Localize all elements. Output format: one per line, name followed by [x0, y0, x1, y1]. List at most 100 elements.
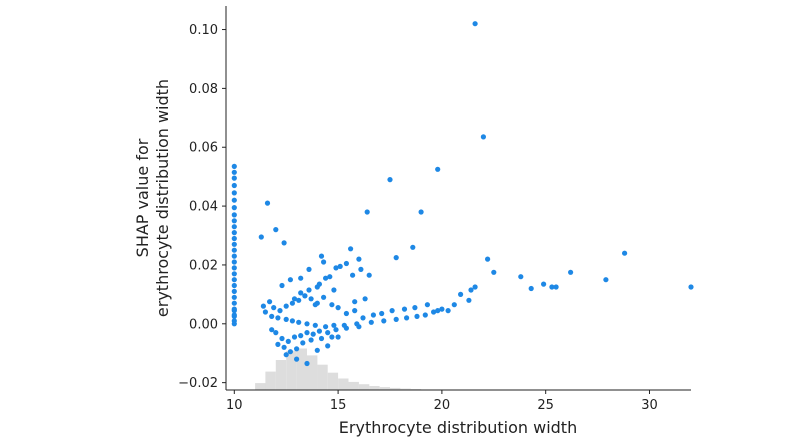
data-point [287, 277, 293, 283]
data-point [314, 347, 320, 353]
histogram-bar [327, 372, 339, 390]
data-point [273, 227, 279, 233]
x-tick-label: 10 [226, 398, 243, 413]
data-point [304, 330, 310, 336]
y-tick-label: 0.04 [189, 200, 218, 215]
data-point [327, 274, 333, 280]
y-axis-title-line-2: erythrocyte distribution width [153, 79, 172, 317]
data-point [304, 360, 310, 367]
data-point [381, 318, 387, 324]
histogram-bar [317, 364, 328, 390]
x-axis-title: Erythrocyte distribution width [339, 418, 577, 437]
data-point [480, 134, 486, 140]
data-point [331, 287, 337, 293]
data-point [352, 299, 358, 305]
y-tick-label: −0.02 [178, 376, 218, 391]
data-point [318, 253, 325, 259]
data-point [231, 308, 237, 314]
data-point [231, 259, 237, 265]
data-point [269, 313, 275, 319]
data-point [352, 308, 358, 314]
data-point [528, 285, 534, 292]
data-point [325, 330, 331, 336]
data-point [318, 335, 325, 342]
data-point [281, 240, 287, 246]
data-point [323, 275, 329, 281]
data-point [262, 309, 268, 315]
data-point [321, 294, 327, 300]
data-point [298, 333, 304, 339]
data-point [362, 296, 368, 302]
data-point [269, 327, 275, 333]
points-layer [231, 21, 694, 367]
data-point [310, 331, 316, 337]
data-point [435, 308, 441, 314]
histogram-bar [286, 350, 297, 390]
data-point [231, 212, 237, 218]
data-point [231, 224, 237, 230]
data-point [294, 356, 300, 362]
data-point [316, 328, 322, 334]
data-point [306, 266, 312, 272]
data-point [231, 190, 237, 196]
axes-layer [225, 6, 691, 391]
data-point [281, 344, 287, 350]
histogram-bar [307, 355, 318, 390]
histogram-bar [369, 386, 380, 390]
y-tick-label: 0.00 [189, 317, 218, 332]
data-point [466, 297, 472, 303]
data-point [231, 271, 237, 277]
data-point [343, 310, 349, 317]
data-point [273, 330, 279, 336]
x-tick-label: 20 [434, 398, 451, 413]
histogram-bar [400, 388, 411, 390]
data-point [323, 324, 329, 330]
data-point [485, 256, 491, 262]
data-point [458, 291, 464, 297]
data-point [231, 265, 237, 271]
data-point [393, 255, 399, 261]
data-point [366, 272, 372, 278]
data-point [368, 319, 374, 325]
data-point [431, 309, 437, 315]
data-point [294, 346, 300, 352]
x-tick-label: 25 [537, 398, 554, 413]
data-point [260, 303, 266, 309]
data-point [337, 263, 343, 269]
data-point [231, 241, 237, 247]
data-point [275, 341, 281, 347]
data-point [308, 337, 314, 343]
histogram-bar [390, 387, 401, 390]
data-point [356, 324, 362, 330]
data-point [370, 312, 376, 318]
data-point [300, 340, 306, 346]
data-point [414, 313, 420, 319]
data-point [231, 253, 237, 259]
histogram-bar [265, 371, 276, 390]
data-point [360, 315, 366, 321]
histogram-bar [379, 387, 390, 390]
data-point [379, 310, 385, 317]
data-point [418, 209, 424, 215]
data-point [348, 246, 354, 252]
data-point [275, 315, 281, 321]
data-point [603, 277, 609, 283]
data-point [568, 269, 574, 275]
data-point [541, 281, 547, 287]
histogram-bar [358, 384, 370, 390]
data-point [350, 272, 356, 278]
data-point [271, 305, 277, 311]
data-point [358, 266, 364, 272]
x-tick-label: 30 [641, 398, 658, 413]
data-point [343, 325, 349, 331]
data-point [231, 294, 237, 300]
y-tick-label: 0.08 [189, 82, 218, 97]
data-point [321, 259, 327, 265]
data-point [283, 316, 289, 322]
data-point [333, 327, 339, 333]
data-point [277, 308, 283, 314]
y-tick-label: 0.02 [189, 258, 218, 273]
histogram-layer [255, 348, 422, 390]
data-point [298, 275, 304, 281]
